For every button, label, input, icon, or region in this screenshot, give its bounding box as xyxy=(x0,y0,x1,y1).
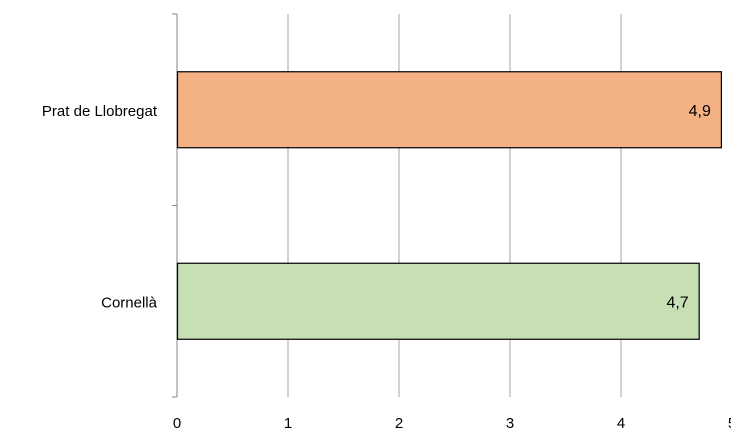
data-label-cornell-: 4,7 xyxy=(666,294,688,311)
axes xyxy=(172,13,178,398)
x-tick-label-1: 1 xyxy=(284,415,292,432)
category-label-prat-de-llobregat: Prat de Llobregat xyxy=(42,103,158,120)
bar-cornell- xyxy=(176,262,700,340)
bar-prat-de-llobregat xyxy=(176,71,723,149)
bars xyxy=(176,71,723,340)
x-tick-label-5: 5 xyxy=(728,415,731,432)
x-tick-label-2: 2 xyxy=(395,415,403,432)
x-tick-label-0: 0 xyxy=(173,415,181,432)
x-tick-label-4: 4 xyxy=(617,415,625,432)
x-tick-label-3: 3 xyxy=(506,415,514,432)
category-label-cornell-: Cornellà xyxy=(101,294,158,311)
labels: 0 1 2 3 4 5 4,7 Cornellà 4,9 Prat de Llobregat xyxy=(42,103,731,432)
data-label-prat-de-llobregat: 4,9 xyxy=(689,103,711,120)
